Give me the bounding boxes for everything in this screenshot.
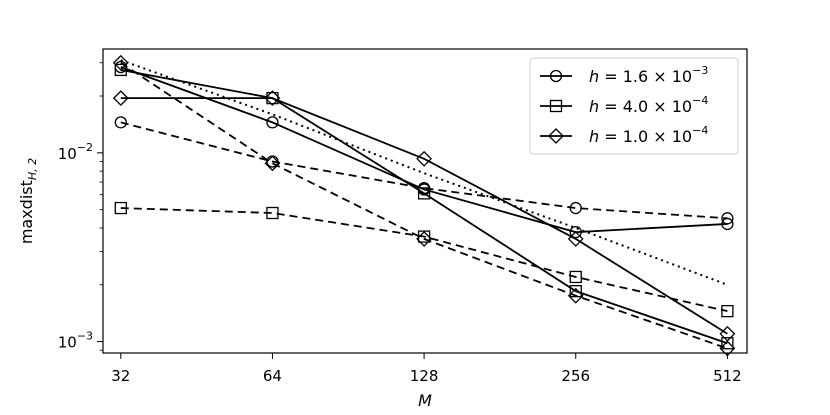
series-4-point-1 bbox=[114, 201, 127, 215]
series-5-point-3 bbox=[416, 150, 433, 167]
y-axis-label: maxdistH, 2 bbox=[17, 158, 39, 244]
series-1-line bbox=[120, 66, 728, 234]
legend-entry-2: h = 4.0 × 10−4 bbox=[540, 94, 708, 116]
series-6-point-3 bbox=[416, 230, 433, 247]
y-tick-label-1: 10−2 bbox=[58, 141, 93, 163]
legend-marker-2 bbox=[549, 99, 563, 113]
series-4-line bbox=[120, 207, 728, 313]
series-3-point-3 bbox=[417, 187, 431, 200]
series-2-point-5 bbox=[721, 212, 734, 225]
legend-label-1: h = 1.6 × 10−3 bbox=[589, 64, 708, 86]
x-axis-label: M bbox=[418, 391, 432, 410]
x-tick-label-4: 256 bbox=[561, 367, 590, 385]
series-2-point-4 bbox=[569, 201, 582, 215]
series-1-point-4 bbox=[569, 226, 582, 239]
x-tick-label-2: 64 bbox=[263, 367, 282, 385]
plot-frame bbox=[102, 48, 748, 354]
series-6-point-1 bbox=[112, 54, 129, 71]
y-axis-label-sub: H, 2 bbox=[26, 158, 39, 180]
series-4 bbox=[114, 201, 734, 318]
series-4-point-2 bbox=[266, 206, 279, 220]
series-3-line bbox=[120, 69, 728, 345]
series-6-point-4 bbox=[567, 287, 584, 304]
legend-entry-1: h = 1.6 × 10−3 bbox=[540, 64, 708, 86]
series-3 bbox=[114, 63, 734, 350]
series-1-point-2 bbox=[266, 116, 279, 129]
series-5-point-4 bbox=[567, 230, 584, 247]
series-5-line bbox=[120, 97, 728, 335]
series-5-point-2 bbox=[264, 90, 281, 107]
x-axis-ticks: 32 64 128 256 512 bbox=[111, 353, 742, 385]
y-tick-label-2: 10−3 bbox=[58, 330, 93, 352]
series-6-point-2 bbox=[264, 155, 281, 172]
series-5-point-1 bbox=[112, 90, 129, 107]
x-tick-label-5: 512 bbox=[713, 367, 742, 385]
legend-frame bbox=[529, 57, 739, 155]
legend-entry-3: h = 1.0 × 10−4 bbox=[540, 124, 708, 146]
legend: h = 1.6 × 10−3 h = 4.0 × 10−4 h = 1.0 × 10… bbox=[529, 57, 739, 155]
series-6 bbox=[112, 54, 736, 357]
series-2-line bbox=[120, 121, 728, 220]
series-4-point-4 bbox=[569, 270, 582, 284]
series-3-point-5 bbox=[721, 337, 734, 350]
y-axis-label-main: maxdist bbox=[17, 180, 36, 244]
series-2-point-1 bbox=[114, 116, 127, 129]
x-tick-label-3: 128 bbox=[410, 367, 439, 385]
series-layer bbox=[112, 54, 736, 357]
legend-label-2: h = 4.0 × 10−4 bbox=[589, 94, 708, 116]
legend-marker-1 bbox=[549, 69, 563, 83]
series-4-point-5 bbox=[721, 304, 734, 318]
legend-marker-3 bbox=[548, 128, 564, 144]
y-axis-ticks: 10−2 10−3 bbox=[58, 62, 103, 352]
legend-label-3: h = 1.0 × 10−4 bbox=[589, 124, 708, 146]
x-tick-label-1: 32 bbox=[111, 367, 130, 385]
series-6-line bbox=[120, 62, 728, 350]
series-1-point-5 bbox=[721, 217, 734, 231]
series-3-point-1 bbox=[114, 63, 127, 77]
